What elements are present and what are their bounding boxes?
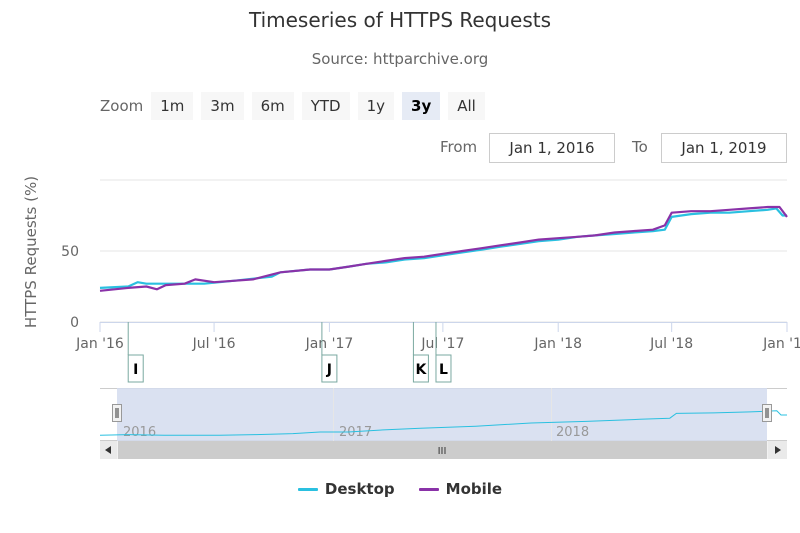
zoom-button-all[interactable]: All: [448, 92, 485, 120]
x-tick-label: Jan '19: [762, 336, 800, 352]
from-label: From: [440, 138, 478, 156]
zoom-button-1m[interactable]: 1m: [151, 92, 194, 120]
zoom-button-3m[interactable]: 3m: [201, 92, 244, 120]
legend-label-desktop: Desktop: [324, 480, 395, 498]
flag-label: J: [326, 362, 332, 378]
navigator-series-line: [99, 410, 787, 436]
chart-title: Timeseries of HTTPS Requests: [248, 8, 552, 32]
legend-swatch-mobile: [418, 487, 439, 491]
x-tick-label: Jul '17: [420, 336, 464, 352]
flag-k[interactable]: K: [412, 322, 429, 383]
y-tick-label: 0: [70, 315, 79, 331]
x-tick-label: Jan '18: [533, 336, 582, 352]
navigator-year-2018: 2018: [556, 425, 589, 440]
flag-i[interactable]: I: [127, 322, 144, 383]
x-tick-label: Jan '16: [75, 336, 124, 352]
zoom-button-ytd[interactable]: YTD: [301, 92, 350, 120]
x-tick-label: Jul '18: [649, 336, 693, 352]
navigator-left-handle[interactable]: [112, 404, 122, 422]
chart-subtitle: Source: httparchive.org: [311, 50, 489, 68]
flag-l[interactable]: L: [435, 322, 452, 383]
zoom-label: Zoom: [100, 97, 144, 115]
legend: Desktop Mobile: [0, 480, 800, 498]
y-tick-label: 50: [61, 244, 79, 260]
legend-label-mobile: Mobile: [445, 480, 503, 498]
flag-label: K: [415, 362, 427, 378]
scrollbar-thumb[interactable]: [118, 441, 767, 459]
zoom-button-3y[interactable]: 3y: [402, 92, 441, 120]
legend-swatch-desktop: [297, 487, 318, 491]
zoom-button-1y[interactable]: 1y: [357, 92, 395, 120]
zoom-button-6m[interactable]: 6m: [251, 92, 294, 120]
navigator-year-2017: 2017: [339, 425, 372, 440]
series-line-desktop[interactable]: [99, 207, 787, 289]
to-label: To: [632, 138, 648, 156]
zoom-selector: Zoom 1m 3m 6m YTD 1y 3y All: [100, 92, 493, 120]
x-tick-label: Jan '17: [305, 336, 354, 352]
navigator-right-handle[interactable]: [762, 404, 772, 422]
series-line-mobile[interactable]: [99, 205, 788, 292]
legend-item-desktop[interactable]: Desktop: [297, 480, 395, 498]
scrollbar-right-button[interactable]: [768, 441, 787, 459]
navigator-selected-range[interactable]: [117, 388, 767, 441]
flag-label: L: [439, 362, 448, 378]
from-date-input[interactable]: Jan 1, 2016: [489, 133, 615, 163]
date-range-selector: From Jan 1, 2016 To Jan 1, 2019: [0, 133, 800, 163]
flag-label: I: [133, 362, 138, 378]
to-date-input[interactable]: Jan 1, 2019: [661, 133, 787, 163]
navigator-year-2016: 2016: [123, 425, 156, 440]
scrollbar-left-button[interactable]: [100, 441, 117, 459]
scroll-right-arrow-icon: [775, 446, 781, 454]
y-axis-title: HTTPS Requests (%): [22, 176, 40, 328]
flag-j[interactable]: J: [321, 322, 338, 383]
chart-canvas: HTTPS Requests (%) 0 50 Jan '16 Jul '16 Jan…: [22, 176, 800, 459]
scrollbar-grip-icon: III: [438, 446, 447, 457]
legend-item-mobile[interactable]: Mobile: [418, 480, 503, 498]
scroll-left-arrow-icon: [105, 446, 111, 454]
x-tick-label: Jul '16: [192, 336, 236, 352]
